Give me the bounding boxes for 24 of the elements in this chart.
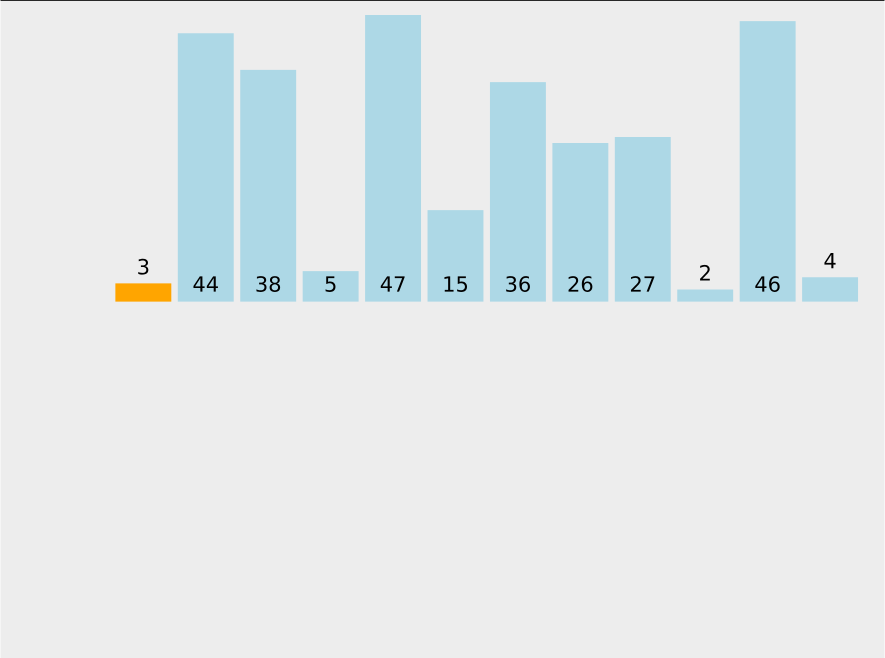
bar [614, 136, 671, 302]
data-label: 3 [138, 258, 148, 275]
bar [240, 70, 296, 302]
bar [552, 142, 608, 302]
bar [178, 33, 234, 302]
data-label: 26 [568, 276, 592, 292]
data-label: 47 [380, 276, 405, 292]
bar [490, 82, 546, 302]
bar [802, 277, 858, 302]
bar [428, 210, 484, 302]
data-label: 36 [506, 276, 530, 292]
bar [115, 283, 172, 302]
data-label: 15 [444, 276, 468, 292]
data-label: 38 [256, 276, 280, 292]
bar [302, 271, 359, 302]
bar [677, 289, 734, 302]
bar [740, 20, 796, 302]
data-label: 5 [326, 276, 336, 292]
data-label: 46 [755, 276, 780, 292]
bar [365, 14, 422, 302]
data-label: 44 [193, 276, 218, 292]
data-label: 27 [630, 276, 654, 292]
data-label: 4 [824, 252, 836, 268]
data-label: 2 [700, 264, 710, 280]
